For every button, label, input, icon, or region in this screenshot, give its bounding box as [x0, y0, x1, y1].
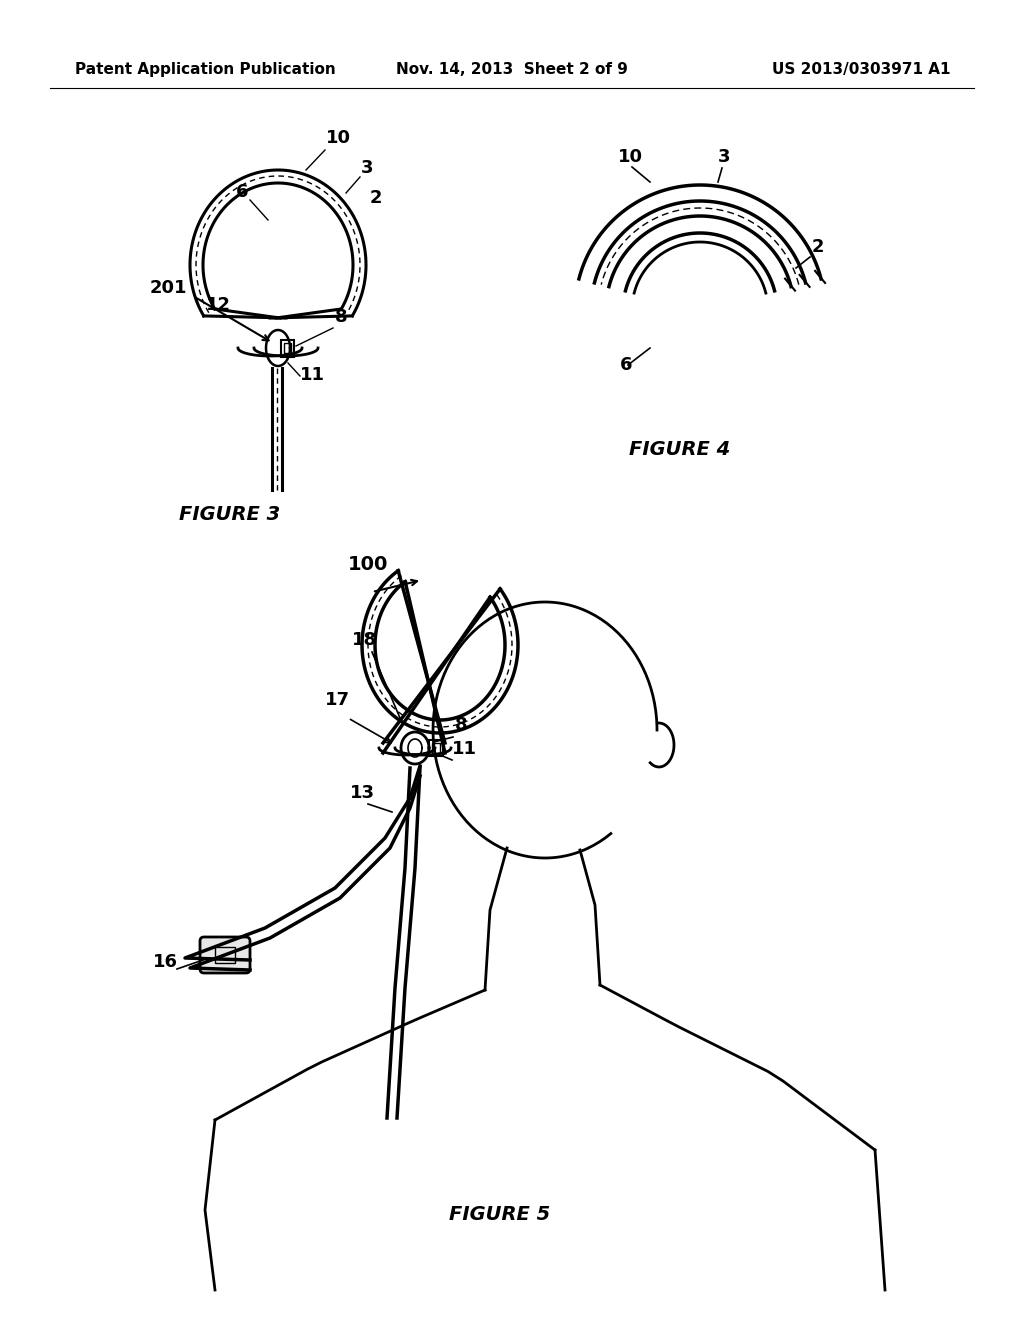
Text: US 2013/0303971 A1: US 2013/0303971 A1 — [771, 62, 950, 77]
Text: Patent Application Publication: Patent Application Publication — [75, 62, 336, 77]
Text: 3: 3 — [718, 148, 730, 166]
Text: 11: 11 — [300, 366, 325, 384]
Bar — [432, 743, 440, 752]
Text: 17: 17 — [325, 690, 350, 709]
Text: 10: 10 — [618, 148, 643, 166]
FancyBboxPatch shape — [200, 937, 250, 973]
Text: 3: 3 — [361, 158, 374, 177]
Text: FIGURE 3: FIGURE 3 — [179, 506, 281, 524]
Text: 11: 11 — [452, 741, 477, 758]
Text: 2: 2 — [370, 189, 383, 207]
Text: 201: 201 — [150, 279, 187, 297]
Text: 18: 18 — [352, 631, 377, 649]
Text: 13: 13 — [350, 784, 375, 803]
Text: 6: 6 — [236, 183, 249, 201]
Bar — [215, 946, 234, 964]
Text: 2: 2 — [812, 238, 824, 256]
Text: 8: 8 — [335, 308, 347, 326]
Text: FIGURE 4: FIGURE 4 — [630, 440, 731, 459]
Text: 8: 8 — [455, 715, 468, 734]
Text: Nov. 14, 2013  Sheet 2 of 9: Nov. 14, 2013 Sheet 2 of 9 — [396, 62, 628, 77]
Bar — [281, 341, 294, 356]
Bar — [429, 741, 443, 756]
Text: 10: 10 — [326, 129, 351, 147]
Text: 100: 100 — [348, 554, 388, 574]
Text: FIGURE 5: FIGURE 5 — [450, 1205, 551, 1224]
Text: 16: 16 — [153, 953, 178, 972]
Bar — [284, 343, 291, 352]
Text: 12: 12 — [206, 296, 231, 314]
Text: 6: 6 — [620, 356, 633, 374]
